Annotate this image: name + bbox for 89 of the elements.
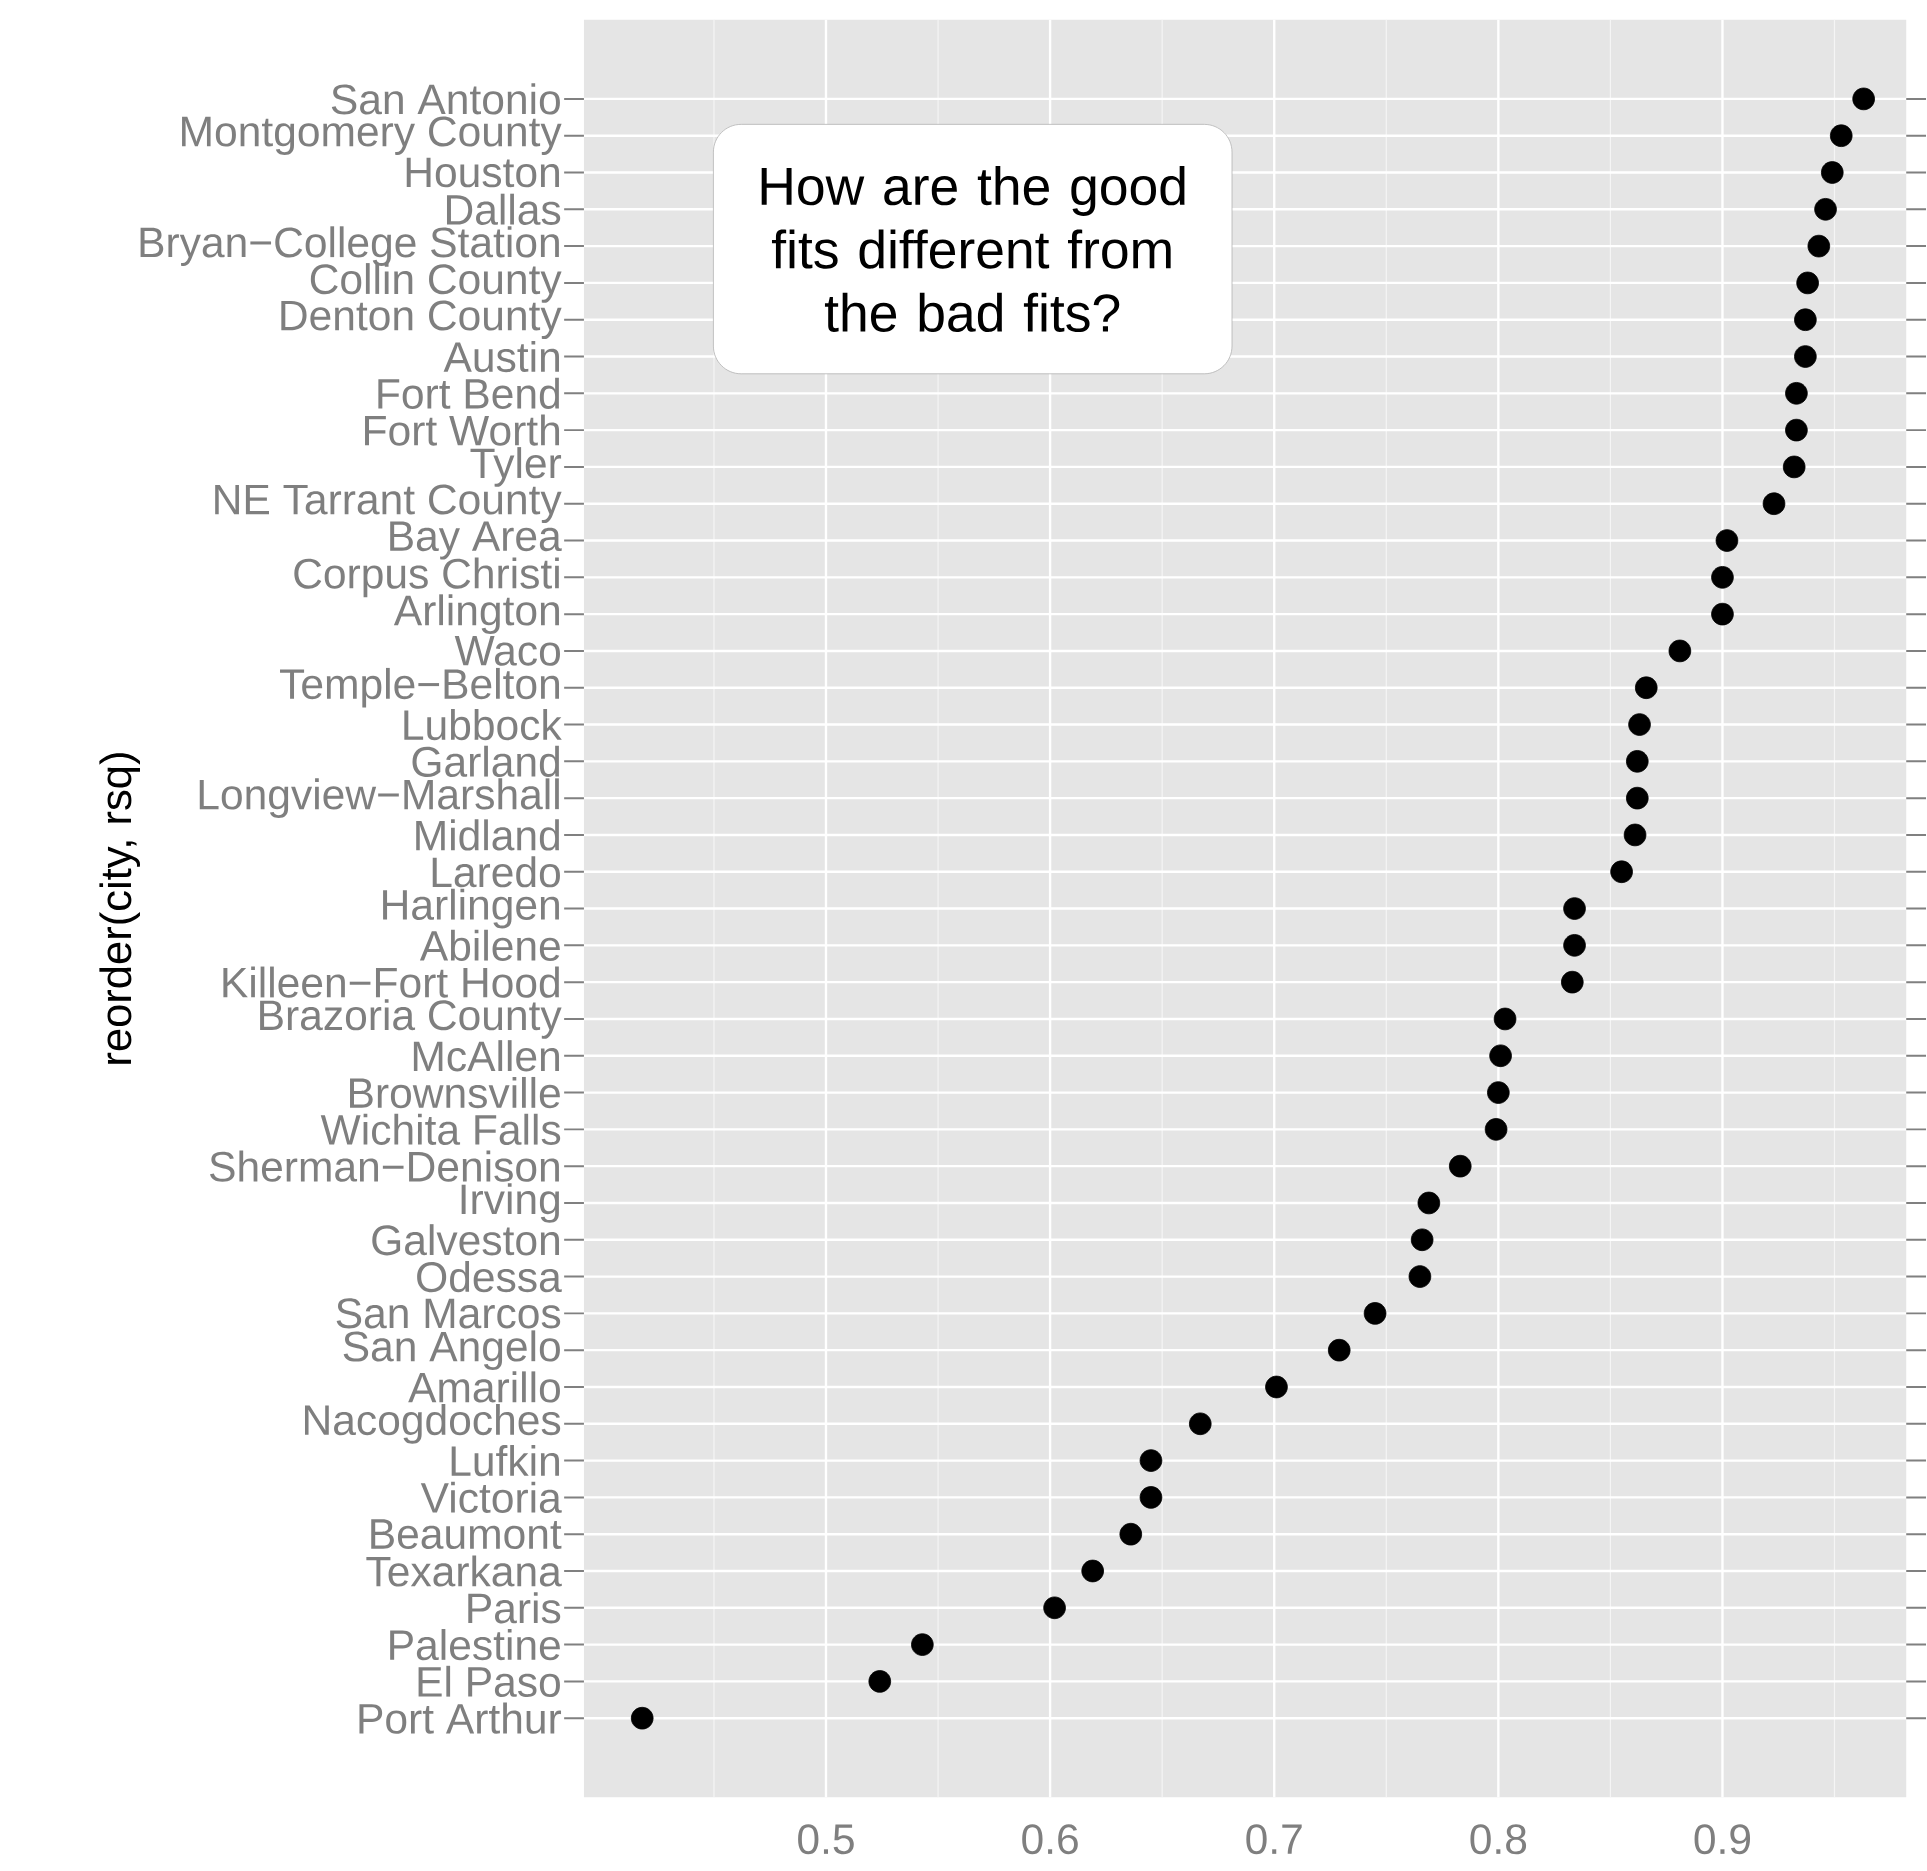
x-tick-label: 0.8: [1470, 1824, 1527, 1855]
y-tick-label: Montgomery County: [182, 116, 562, 156]
point: [1417, 1191, 1441, 1215]
y-tick-label: Brownsville: [350, 1077, 560, 1109]
y-tick-label: Longview−Marshall: [199, 778, 559, 819]
x-tick-label: 0.7: [1246, 1824, 1302, 1855]
y-tick-label: Beaumont: [371, 1519, 562, 1550]
point: [1711, 566, 1734, 589]
point: [1265, 1375, 1288, 1399]
point: [1561, 971, 1584, 994]
point: [1563, 934, 1586, 957]
y-tick-label: Houston: [406, 157, 559, 188]
point: [1820, 161, 1844, 184]
y-tick-label: Temple−Belton: [280, 668, 559, 708]
point: [1807, 235, 1831, 258]
x-tick-label: 0.6: [1022, 1824, 1078, 1855]
y-tick-label: San Angelo: [343, 1330, 560, 1371]
y-axis-title: reorder(city, rsq): [99, 753, 140, 1064]
y-tick-label: Austin: [443, 341, 559, 373]
point: [1626, 750, 1649, 773]
point: [1563, 897, 1586, 921]
point: [1715, 529, 1739, 553]
y-tick-label: Garland: [412, 745, 560, 778]
point: [1794, 345, 1817, 369]
point: [1626, 787, 1649, 810]
point: [1188, 1412, 1212, 1436]
y-tick-label: Texarkana: [366, 1555, 562, 1587]
y-tick-label: El Paso: [418, 1666, 560, 1698]
point: [1623, 823, 1647, 847]
y-tick-label: Dallas: [446, 193, 561, 226]
point: [1794, 308, 1817, 332]
point: [1628, 713, 1651, 737]
y-tick-label: Lufkin: [451, 1445, 559, 1477]
y-tick-label: Victoria: [420, 1481, 562, 1514]
y-tick-label: San Marcos: [336, 1298, 561, 1329]
point: [1043, 1596, 1066, 1620]
x-tick-label: 0.9: [1694, 1824, 1751, 1855]
y-tick-label: Sherman−Denison: [210, 1150, 559, 1182]
point: [1782, 455, 1806, 479]
point: [1487, 1081, 1510, 1105]
point: [1363, 1302, 1387, 1325]
point: [1119, 1523, 1143, 1546]
point: [1327, 1339, 1351, 1362]
point: [1668, 639, 1692, 663]
point: [1139, 1449, 1163, 1473]
y-tick-label: Laredo: [432, 856, 560, 888]
y-tick-label: Brazoria County: [260, 999, 562, 1040]
point: [1814, 198, 1837, 221]
point: [630, 1707, 654, 1730]
point: [1785, 419, 1808, 442]
point: [1408, 1265, 1432, 1289]
point: [1785, 382, 1808, 405]
point: [1448, 1155, 1472, 1178]
annotation: How are the good fits different from the bad fits?: [761, 166, 1185, 333]
point: [1610, 860, 1633, 884]
y-tick-label: Harlingen: [383, 888, 559, 929]
point: [1852, 87, 1875, 111]
y-tick-label: Port Arthur: [359, 1702, 562, 1735]
point: [1634, 676, 1658, 700]
y-tick-label: Irving: [461, 1183, 560, 1224]
point: [1139, 1486, 1163, 1509]
point: [1711, 603, 1734, 626]
y-tick-label: Odessa: [417, 1261, 562, 1293]
point: [911, 1633, 934, 1657]
point: [1489, 1044, 1512, 1068]
point: [1493, 1007, 1517, 1031]
point: [1484, 1118, 1508, 1141]
y-tick-label: Abilene: [419, 929, 560, 962]
y-tick-label: Fort Bend: [378, 377, 559, 410]
point: [868, 1670, 892, 1693]
y-tick-label: Wichita Falls: [320, 1113, 561, 1146]
y-tick-label: Galveston: [372, 1224, 559, 1256]
point: [1796, 271, 1819, 295]
point: [1829, 124, 1853, 148]
x-tick-label: 0.5: [798, 1824, 854, 1855]
y-tick-label: Nacogdoches: [304, 1404, 561, 1444]
y-tick-label: Fort Worth: [365, 414, 560, 446]
point: [1081, 1559, 1104, 1583]
y-tick-label: Midland: [416, 819, 559, 851]
y-tick-label: Paris: [468, 1592, 561, 1624]
y-tick-label: Lubbock: [404, 709, 562, 741]
y-tick-label: McAllen: [413, 1040, 559, 1072]
y-tick-label: Amarillo: [408, 1371, 560, 1403]
y-tick-label: Waco: [454, 636, 560, 666]
y-tick-label: San Antonio: [331, 83, 560, 115]
y-tick-label: Killeen−Fort Hood: [223, 966, 559, 998]
y-tick-label: Palestine: [390, 1629, 560, 1661]
point: [1762, 492, 1786, 516]
point: [1410, 1228, 1434, 1252]
